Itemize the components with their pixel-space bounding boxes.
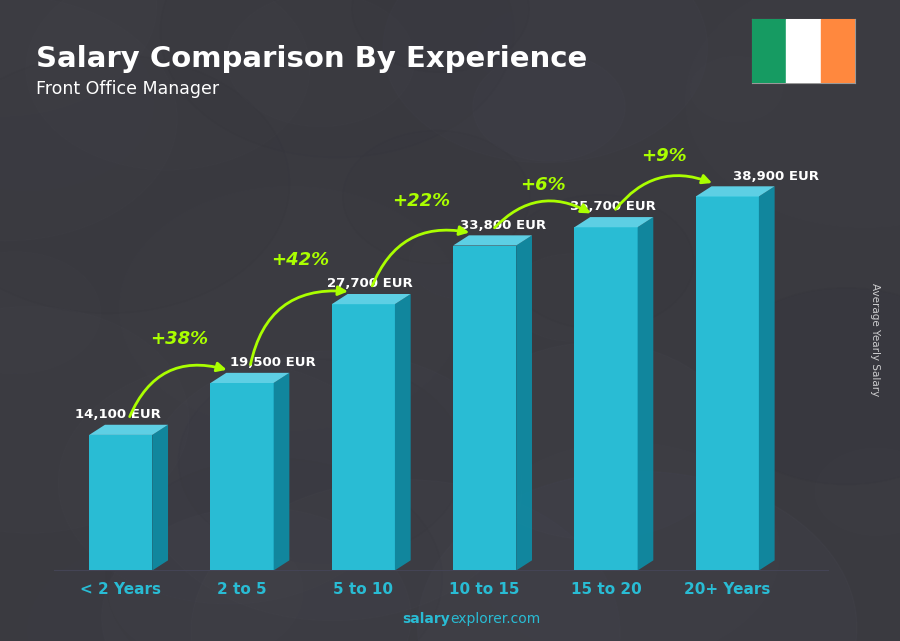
Circle shape (505, 388, 617, 469)
Text: +42%: +42% (271, 251, 329, 269)
Bar (453, 246, 517, 570)
Polygon shape (759, 187, 775, 570)
Text: Salary Comparison By Experience: Salary Comparison By Experience (36, 45, 587, 73)
Text: Front Office Manager: Front Office Manager (36, 80, 219, 98)
Polygon shape (395, 294, 410, 570)
Text: +22%: +22% (392, 192, 451, 210)
Bar (211, 383, 274, 570)
Circle shape (106, 458, 442, 641)
Text: 33,800 EUR: 33,800 EUR (461, 219, 546, 231)
Circle shape (352, 0, 529, 72)
Bar (752, 19, 786, 83)
Circle shape (508, 254, 632, 341)
Polygon shape (696, 187, 775, 197)
Circle shape (418, 471, 857, 641)
Circle shape (690, 56, 782, 122)
Circle shape (343, 131, 530, 263)
Circle shape (26, 0, 310, 170)
Circle shape (505, 195, 694, 329)
Text: +9%: +9% (642, 147, 687, 165)
Circle shape (472, 53, 626, 161)
Circle shape (0, 507, 256, 641)
Circle shape (191, 479, 620, 641)
Circle shape (815, 448, 900, 535)
Circle shape (0, 0, 157, 116)
Circle shape (227, 0, 415, 127)
Bar (574, 228, 637, 570)
Bar (332, 304, 395, 570)
Circle shape (28, 545, 270, 641)
Text: 27,700 EUR: 27,700 EUR (327, 278, 413, 290)
Circle shape (0, 306, 189, 533)
Bar (696, 197, 759, 570)
Circle shape (0, 12, 154, 191)
Circle shape (0, 0, 177, 241)
Text: Average Yearly Salary: Average Yearly Salary (869, 283, 880, 396)
Polygon shape (637, 217, 653, 570)
Polygon shape (574, 217, 653, 228)
Circle shape (274, 486, 529, 641)
Circle shape (120, 187, 463, 431)
Polygon shape (152, 425, 168, 570)
Circle shape (160, 0, 514, 158)
Polygon shape (274, 373, 290, 570)
Polygon shape (332, 294, 410, 304)
Text: +38%: +38% (150, 329, 208, 347)
Text: 19,500 EUR: 19,500 EUR (230, 356, 316, 369)
Circle shape (498, 406, 626, 497)
Text: explorer.com: explorer.com (450, 612, 540, 626)
Circle shape (0, 54, 290, 313)
Circle shape (410, 223, 517, 299)
Circle shape (143, 351, 522, 620)
Bar (786, 19, 821, 83)
Bar (821, 19, 855, 83)
Circle shape (708, 288, 900, 485)
Text: +6%: +6% (520, 176, 566, 194)
Polygon shape (211, 373, 290, 383)
Polygon shape (517, 235, 532, 570)
Text: salary: salary (402, 612, 450, 626)
Text: 35,700 EUR: 35,700 EUR (570, 201, 655, 213)
Circle shape (458, 342, 735, 540)
Text: 14,100 EUR: 14,100 EUR (75, 408, 160, 421)
Circle shape (58, 362, 399, 604)
Circle shape (383, 0, 707, 163)
Circle shape (102, 507, 411, 641)
Polygon shape (89, 425, 168, 435)
Polygon shape (453, 235, 532, 246)
Circle shape (472, 442, 779, 641)
Text: 38,900 EUR: 38,900 EUR (734, 170, 819, 183)
Circle shape (258, 53, 657, 337)
Circle shape (686, 0, 900, 228)
Bar (89, 435, 152, 570)
Circle shape (0, 252, 101, 374)
